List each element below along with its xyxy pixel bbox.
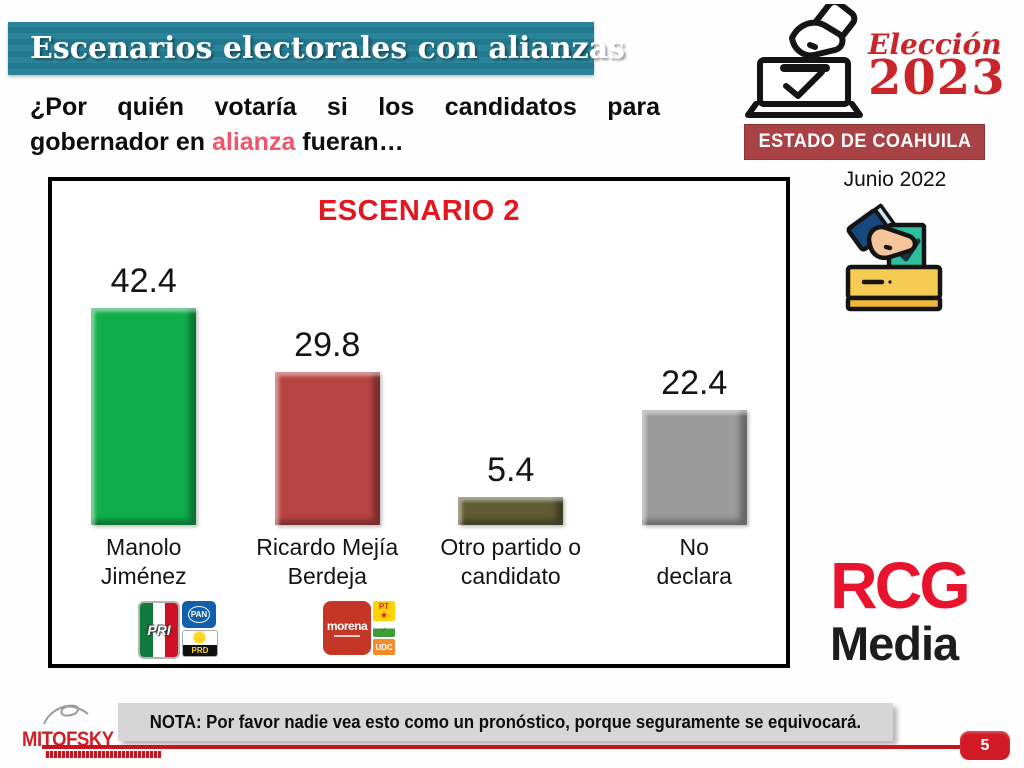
coalition-logos-morena-pt-udc: morena PT ★ ✓ UDC: [323, 601, 395, 655]
bar-0: [91, 308, 197, 525]
bar-group-0: 42.4: [52, 262, 236, 525]
verde-logo: ✓: [373, 623, 395, 637]
question-line-2-suffix: fueran…: [295, 128, 404, 156]
pri-label: PRI: [147, 622, 171, 638]
category-labels: Manolo Jiménez Ricardo Mejía Berdeja Otro pa…: [52, 533, 786, 591]
bar-chart: 42.4 29.8 5.4 22.4: [52, 237, 786, 525]
chart-panel: ESCENARIO 2 42.4 29.8 5.4 22.4 Manolo Jiméne…: [48, 177, 790, 668]
pri-logo: PRI: [138, 601, 180, 659]
media-logo-text: Media: [830, 617, 959, 670]
bar-group-3: 22.4: [603, 364, 787, 525]
eleccion-label: Elección: [868, 28, 1002, 61]
survey-date: Junio 2022: [843, 168, 947, 191]
category-label-2: Otro partido o candidato: [440, 534, 582, 589]
title-banner: Escenarios electorales con alianzas: [8, 22, 625, 75]
prd-logo: PRD: [182, 630, 218, 657]
note-bar: NOTA: Por favor nadie vea esto como un p…: [118, 703, 893, 741]
page-number-badge: 5: [960, 731, 1010, 760]
pan-label: PAN: [187, 606, 211, 623]
survey-question: ¿Por quién votaría si los candidatos par…: [30, 90, 660, 160]
question-line-2: gobernador en alianza fueran…: [30, 125, 660, 160]
pt-logo: PT ★: [373, 601, 395, 621]
bar-3: [641, 410, 747, 525]
rcg-media-logo: RCG Media: [830, 552, 1015, 667]
coalition-logos-pri-pan-prd: PRI PAN PRD: [138, 601, 218, 659]
rcg-logo-text: RCG: [830, 548, 971, 622]
category-label-0: Manolo Jiménez: [100, 534, 187, 589]
bar-value-label-2: 5.4: [487, 451, 535, 489]
question-line-1: ¿Por quién votaría si los candidatos par…: [30, 93, 660, 121]
morena-label: morena: [326, 619, 368, 633]
page-title: Escenarios electorales con alianzas: [30, 31, 626, 66]
prd-sun-icon: [194, 632, 205, 643]
category-label-1: Ricardo Mejía Berdeja: [256, 534, 399, 589]
pt-star-icon: ★: [379, 610, 389, 620]
chart-title: ESCENARIO 2: [317, 195, 521, 227]
footer-divider-line: [42, 745, 980, 749]
prd-label: PRD: [183, 645, 217, 656]
note-text: NOTA: Por favor nadie vea esto como un p…: [149, 711, 862, 732]
bar-value-label-3: 22.4: [661, 364, 728, 402]
pan-logo: PAN: [182, 601, 216, 628]
bar-value-label-0: 42.4: [110, 262, 177, 300]
category-label-3: No declara: [656, 534, 732, 589]
udc-logo: UDC: [373, 639, 395, 655]
pt-label: PT: [378, 602, 390, 611]
eleccion-year: 2023: [868, 50, 1006, 106]
mitofsky-swirl-icon: [43, 704, 89, 725]
bar-group-1: 29.8: [236, 326, 420, 525]
bar-value-label-1: 29.8: [294, 326, 361, 364]
mitofsky-tagline-strip: [45, 751, 161, 758]
bar-1: [274, 372, 380, 525]
question-highlight: alianza: [211, 128, 296, 156]
question-line-2-prefix: gobernador en: [30, 128, 212, 156]
bar-group-2: 5.4: [419, 451, 603, 525]
morena-logo: morena: [323, 601, 371, 655]
ballot-box-outline-icon: [745, 4, 863, 118]
udc-label: UDC: [375, 642, 393, 652]
estado-banner-text: ESTADO DE COAHUILA: [758, 131, 971, 152]
bar-2: [458, 497, 564, 525]
voting-hand-icon: [845, 203, 943, 312]
estado-banner: ESTADO DE COAHUILA: [744, 124, 985, 160]
